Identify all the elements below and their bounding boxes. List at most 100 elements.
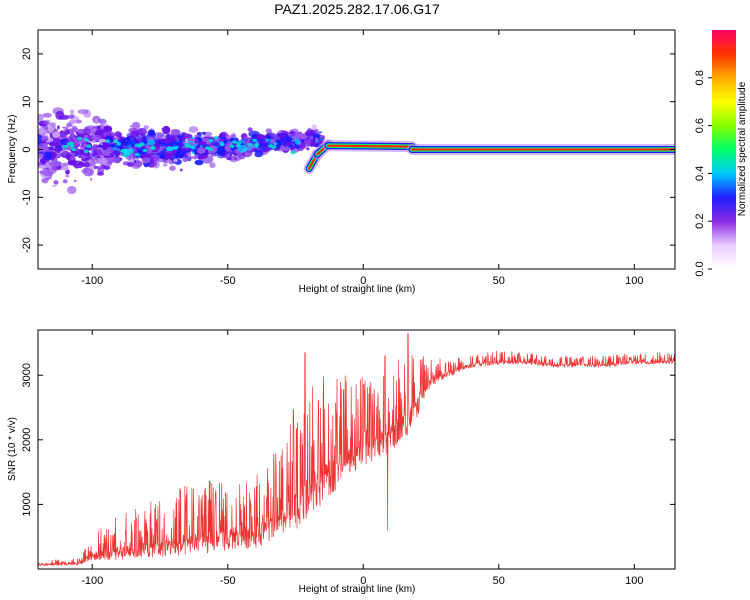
spectrogram-cell bbox=[82, 143, 88, 148]
spectrogram-cell bbox=[160, 141, 166, 147]
spectrogram-cell bbox=[47, 125, 54, 133]
spectrogram-cell bbox=[133, 160, 137, 163]
colorbar-ticks: 0.0 0.2 0.4 0.6 0.8 bbox=[694, 70, 712, 277]
spectrogram-cell bbox=[276, 129, 288, 139]
spectrogram-cell bbox=[64, 129, 70, 135]
spectrogram-cell bbox=[181, 133, 193, 140]
spectrogram-cell bbox=[38, 127, 45, 135]
tone-core bbox=[326, 144, 414, 148]
spectrogram-cell bbox=[185, 152, 192, 157]
spectrogram-cell bbox=[191, 151, 195, 154]
spectrogram-cell-bright bbox=[290, 150, 296, 155]
spectrogram-cell bbox=[131, 145, 137, 150]
spectrogram-cell bbox=[265, 128, 272, 134]
spectrogram-cell-bright bbox=[229, 144, 235, 149]
spectrogram-cell bbox=[157, 133, 167, 140]
spectrogram-cell bbox=[72, 127, 79, 132]
spectrogram-cell-bright bbox=[62, 145, 68, 149]
spectrogram-cell bbox=[132, 157, 135, 160]
spectrogram-cell bbox=[84, 157, 90, 161]
colorbar-tick-label: 0.6 bbox=[694, 118, 706, 133]
spectrogram-cell bbox=[65, 126, 69, 130]
spectrogram-cell bbox=[75, 131, 79, 135]
spectrogram-cell bbox=[294, 138, 301, 145]
spectrogram-cell bbox=[91, 134, 102, 141]
spectrogram-cell bbox=[128, 139, 133, 142]
spectrogram-cell bbox=[131, 121, 141, 130]
spectrogram-cell bbox=[74, 116, 80, 121]
x-tick-label: 0 bbox=[360, 275, 366, 287]
spectrogram-cell bbox=[67, 186, 77, 194]
y-tick-label: 0 bbox=[21, 146, 33, 152]
snr-panel: -100 -50 0 50 100 1000 2000 3000 Height of str… bbox=[7, 329, 676, 595]
spectrogram-cell bbox=[153, 160, 160, 169]
colorbar-tick-label: 0.2 bbox=[694, 214, 706, 229]
spectrogram-cell bbox=[73, 179, 77, 182]
spectrogram-cell-bright bbox=[142, 148, 148, 153]
spectrogram-xticks: -100 -50 0 50 100 bbox=[81, 30, 644, 287]
spectrogram-cell bbox=[162, 148, 167, 153]
spectrogram-cell bbox=[314, 137, 319, 141]
spectrogram-cell bbox=[169, 141, 180, 147]
spectrogram-cell bbox=[162, 125, 171, 135]
spectrogram-cell bbox=[311, 124, 318, 130]
spectrogram-cell bbox=[53, 180, 59, 185]
spectrogram-cell bbox=[159, 153, 166, 159]
spectrogram-cell bbox=[76, 141, 82, 145]
spectrogram-cell bbox=[234, 155, 242, 161]
spectrogram-cell bbox=[38, 164, 46, 169]
y-tick-label: 3000 bbox=[21, 363, 33, 387]
x-tick-label: -50 bbox=[220, 275, 236, 287]
spectrogram-cell bbox=[104, 137, 108, 139]
spectrogram-cell bbox=[163, 158, 169, 164]
spectrogram-ylabel: Frequency (Hz) bbox=[7, 115, 18, 184]
y-tick-label: 1000 bbox=[21, 492, 33, 516]
spectrogram-cell-bright bbox=[69, 144, 75, 149]
spectrogram-cell bbox=[66, 155, 71, 160]
spectrogram-cell bbox=[41, 177, 49, 184]
spectrogram-cell-bright bbox=[83, 138, 89, 142]
spectrogram-cell bbox=[77, 109, 89, 115]
spectrogram-cell-bright bbox=[113, 139, 119, 144]
spectrogram-cell-bright bbox=[150, 146, 156, 150]
spectrogram-cell bbox=[51, 184, 57, 188]
colorbar: 0.0 0.2 0.4 0.6 0.8 Normalized spectral ampl… bbox=[694, 30, 748, 277]
spectrogram-cell bbox=[103, 125, 113, 133]
spectrogram-cell bbox=[194, 159, 204, 166]
spectrogram-cell bbox=[114, 131, 122, 138]
spectrogram-cell bbox=[190, 138, 196, 142]
snr-frame bbox=[37, 329, 676, 570]
spectrogram-cell bbox=[147, 139, 156, 146]
colorbar-tick-label: 0.8 bbox=[694, 70, 706, 85]
colorbar-tick-label: 0.0 bbox=[694, 261, 706, 276]
spectrogram-cell-bright bbox=[219, 142, 225, 147]
spectrogram-cell bbox=[257, 142, 266, 151]
spectrogram-cell bbox=[173, 158, 178, 163]
spectrogram-cell bbox=[39, 123, 42, 127]
spectrogram-cell bbox=[97, 167, 105, 174]
spectrogram-cell-bright bbox=[208, 138, 214, 143]
spectrogram-cell bbox=[102, 147, 107, 151]
spectrogram-cell bbox=[170, 129, 181, 135]
spectrogram-cell bbox=[318, 131, 323, 134]
spectrogram-cell bbox=[93, 165, 98, 170]
spectrogram-cell bbox=[165, 146, 174, 152]
spectrogram-cell-bright bbox=[116, 142, 122, 146]
x-tick-label: 100 bbox=[625, 575, 643, 587]
y-tick-label: 20 bbox=[21, 48, 33, 60]
spectrogram-cell bbox=[38, 113, 44, 122]
spectrogram-cell bbox=[286, 145, 289, 148]
spectrogram-cell bbox=[49, 122, 53, 124]
spectrogram-cell bbox=[222, 155, 227, 158]
spectrogram-cell-bright bbox=[71, 147, 77, 152]
spectrogram-cell bbox=[147, 136, 152, 140]
spectrogram-cell bbox=[67, 160, 75, 166]
spectrogram-cell bbox=[81, 155, 87, 159]
spectrogram-cell-bright bbox=[83, 149, 89, 154]
spectrogram-cell bbox=[43, 151, 52, 161]
spectrogram-cell bbox=[66, 122, 73, 128]
spectrogram-cell-bright bbox=[254, 143, 260, 147]
spectrogram-cell bbox=[90, 177, 93, 181]
spectrogram-cell bbox=[188, 126, 199, 133]
spectrogram-cell bbox=[62, 179, 68, 184]
